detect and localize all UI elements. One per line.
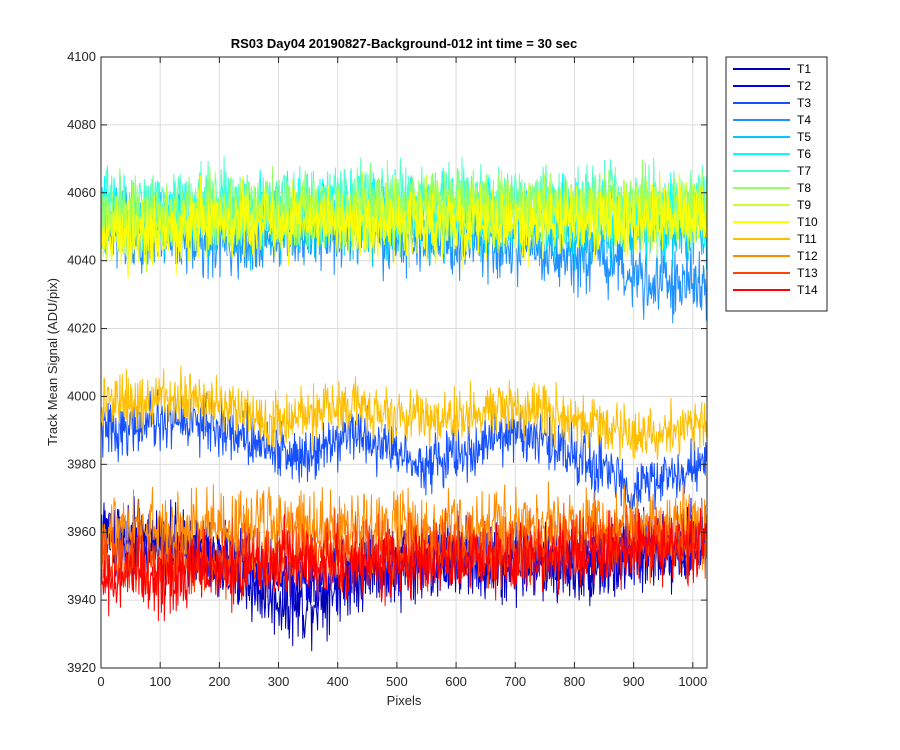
x-tick-label: 300 [268,674,290,689]
series-line-t11 [101,365,708,461]
x-axis-title: Pixels [387,693,422,708]
series-line-t10 [101,172,708,279]
legend-label: T5 [797,130,811,144]
y-tick-label: 4040 [67,253,96,268]
series-line-t3 [101,389,708,514]
chart-title: RS03 Day04 20190827-Background-012 int t… [231,36,578,51]
legend-label: T14 [797,283,818,297]
x-tick-label: 400 [327,674,349,689]
x-tick-label: 1000 [678,674,707,689]
legend-label: T7 [797,164,811,178]
series-lines [101,156,708,652]
legend-label: T3 [797,96,811,110]
legend-label: T4 [797,113,811,127]
legend-label: T9 [797,198,811,212]
series-line-t4 [101,186,708,324]
legend-box [725,56,828,312]
y-tick-label: 4100 [67,49,96,64]
legend-label: T6 [797,147,811,161]
legend-label: T2 [797,79,811,93]
legend-label: T10 [797,215,818,229]
x-tick-label: 500 [386,674,408,689]
y-tick-label: 4080 [67,117,96,132]
y-tick-label: 3980 [67,456,96,471]
y-tick-label: 4020 [67,321,96,336]
y-tick-label: 3940 [67,592,96,607]
y-tick-label: 4000 [67,388,96,403]
series-line-t14 [101,508,708,622]
y-tick-label: 3920 [67,660,96,675]
y-tick-label: 4060 [67,185,96,200]
legend-label: T12 [797,249,818,263]
x-tick-label: 900 [623,674,645,689]
legend-label: T8 [797,181,811,195]
x-tick-label: 0 [97,674,104,689]
legend: T1 T2 T3 T4 T5 T6 T7 T8 T9 T10 T11 T12 T13 T14 [725,56,828,312]
y-tick-label: 3960 [67,524,96,539]
plot-frame [100,56,708,669]
axis-ticks: 0 100 200 300 400 500 600 700 800 900 1000 3920 3940… [67,49,707,689]
x-tick-label: 200 [209,674,231,689]
x-tick-label: 800 [564,674,586,689]
x-tick-label: 600 [445,674,467,689]
legend-label: T13 [797,266,818,280]
legend-label: T11 [797,232,817,246]
legend-label: T1 [797,62,811,76]
x-tick-label: 100 [149,674,171,689]
x-tick-label: 700 [504,674,526,689]
y-axis-title: Track Mean Signal (ADU/pix) [45,278,60,446]
